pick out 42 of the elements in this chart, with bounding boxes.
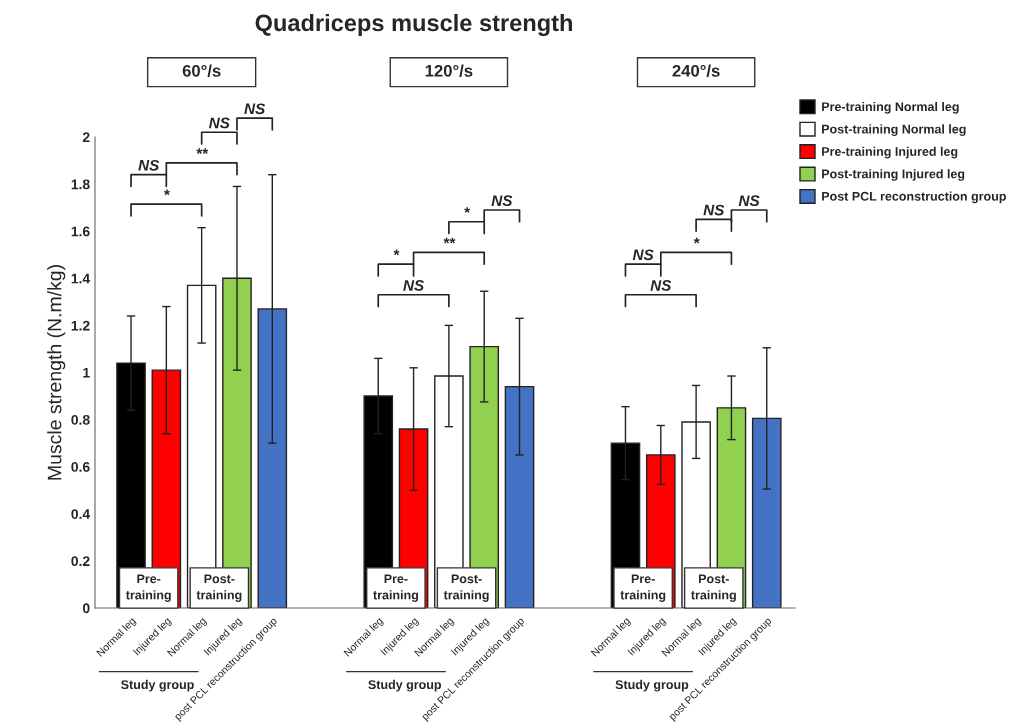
- y-tick-label: 1.4: [71, 273, 91, 284]
- annotation: NS: [138, 159, 160, 171]
- text: 120°/s: [425, 64, 473, 77]
- annotation: NS: [650, 280, 672, 291]
- y-tick-label: 2: [82, 132, 90, 143]
- y-tick-label: 0.4: [71, 509, 91, 519]
- annotation: *: [164, 189, 170, 196]
- text: NS: [208, 117, 230, 129]
- y-tick-label: 1.2: [71, 320, 90, 331]
- text: 240°/s: [672, 64, 720, 77]
- y-tick-label: 1: [83, 367, 90, 378]
- legend-label: Post-training Injured leg: [822, 169, 965, 181]
- legend-label: Post-training Normal leg: [822, 124, 966, 137]
- annotation: Pre- training: [373, 574, 418, 602]
- y-tick-label: 0.6: [71, 462, 90, 472]
- annotation: NS: [632, 249, 654, 261]
- annotation: **: [443, 237, 456, 244]
- annotation: *: [464, 207, 471, 213]
- annotation: NS: [703, 204, 725, 216]
- text: NS: [244, 103, 266, 115]
- annotation: NS: [738, 195, 760, 207]
- chart-title: Quadriceps muscle strength: [255, 13, 572, 37]
- annotation: Post- training: [196, 574, 242, 602]
- annotation: Pre- training: [125, 574, 171, 602]
- annotation: **: [196, 148, 209, 154]
- text: 60°/s: [182, 64, 221, 77]
- y-tick-label: 0: [82, 603, 90, 614]
- annotation: NS: [403, 280, 425, 291]
- y-tick-label: 0.2: [71, 556, 90, 567]
- annotation: Pre- training: [620, 574, 666, 602]
- y-axis-title: Muscle strength (N.m/kg): [47, 265, 66, 480]
- annotation: *: [393, 249, 400, 256]
- annotation: *: [693, 237, 700, 244]
- annotation: Post- training: [691, 574, 736, 602]
- y-tick-label: 1.6: [71, 226, 90, 237]
- legend-label: Pre-training Injured leg: [822, 146, 958, 159]
- y-tick-label: 0.8: [71, 414, 90, 425]
- y-tick-label: 1.8: [71, 179, 90, 190]
- annotation: NS: [491, 195, 513, 207]
- annotation: Post- training: [443, 574, 489, 602]
- legend-label: Post PCL reconstruction group: [822, 191, 1006, 204]
- legend-label: Pre-training Normal leg: [822, 101, 959, 114]
